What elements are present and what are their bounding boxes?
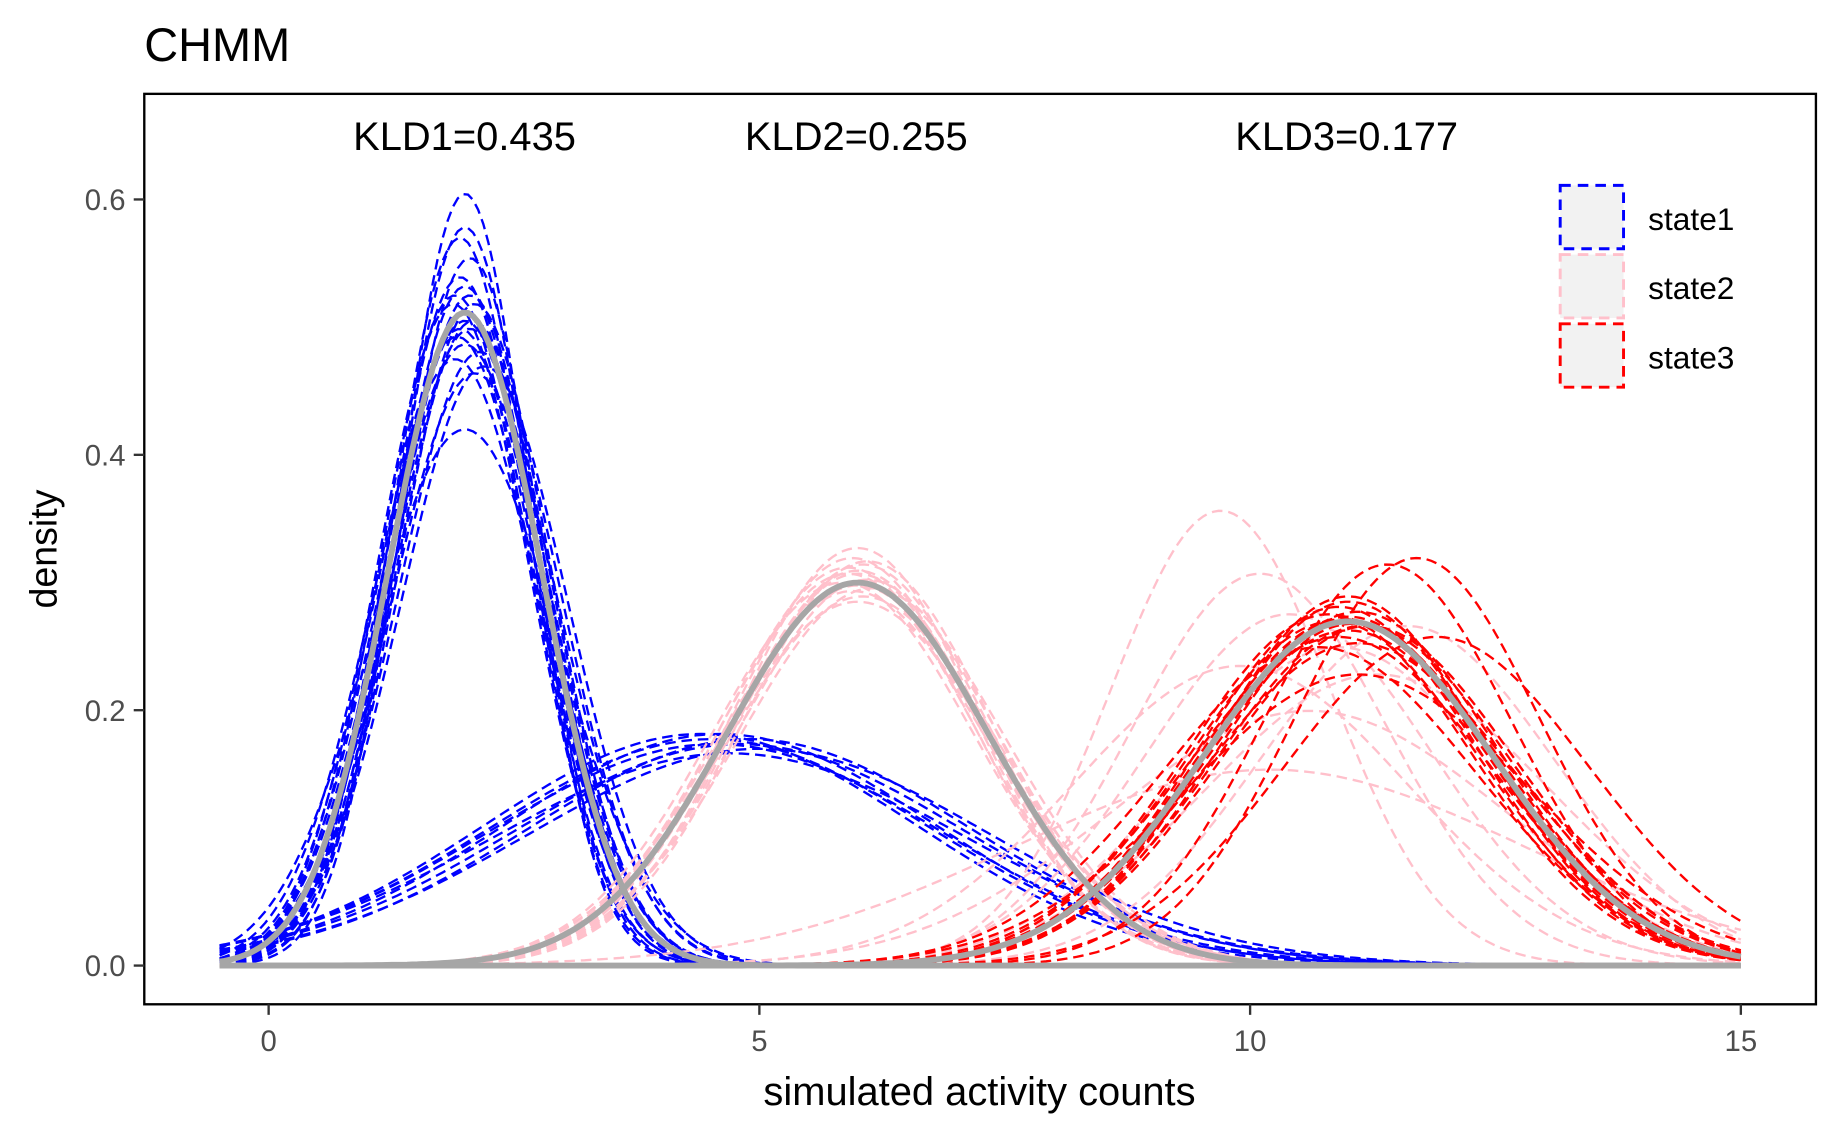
state2-true-density-curve	[219, 579, 1741, 969]
x-tick-label: 10	[1234, 1025, 1267, 1058]
state1-replicate-curve	[219, 742, 1741, 967]
y-axis-label: density	[22, 489, 64, 608]
state1-replicate-curve	[219, 742, 1741, 967]
y-tick-label: 0.0	[85, 950, 126, 983]
y-tick-label: 0.6	[85, 184, 126, 217]
x-axis-label: simulated activity counts	[763, 1070, 1195, 1114]
legend-item-state2[interactable]: state2	[1558, 253, 1734, 320]
chart-title: CHMM	[144, 19, 290, 71]
axes: 0 5 10 15 0.0 0.2 0.4 0.6	[85, 184, 1757, 1058]
state3-true-density-curve	[219, 618, 1742, 969]
legend: state1 state2 state3	[1558, 183, 1734, 389]
x-tick-label: 15	[1725, 1025, 1758, 1058]
legend-label-state3: state3	[1648, 339, 1734, 375]
kld-annotation-2: KLD2=0.255	[745, 115, 968, 159]
legend-key-state2	[1558, 253, 1626, 320]
kld-annotation-3: KLD3=0.177	[1235, 115, 1458, 159]
x-tick-label: 0	[260, 1025, 276, 1058]
true-density-layer	[219, 309, 1742, 969]
legend-label-state1: state1	[1648, 201, 1734, 237]
y-tick-label: 0.4	[85, 439, 126, 472]
state1-replicate-curve	[219, 257, 1741, 967]
kld-annotation-1: KLD1=0.435	[353, 115, 576, 159]
y-tick-label: 0.2	[85, 695, 126, 728]
legend-key-state1	[1558, 183, 1626, 251]
legend-item-state1[interactable]: state1	[1558, 183, 1734, 251]
legend-label-state2: state2	[1648, 270, 1734, 306]
legend-key-state3	[1558, 322, 1626, 389]
legend-item-state3[interactable]: state3	[1558, 322, 1734, 389]
x-tick-label: 5	[751, 1025, 767, 1058]
